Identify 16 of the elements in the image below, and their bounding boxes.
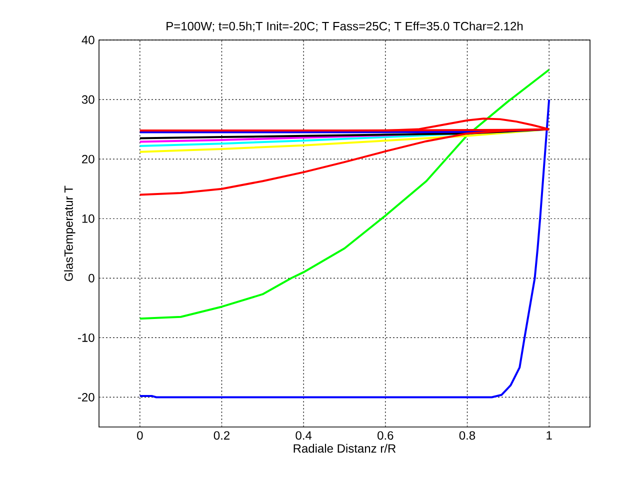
y-axis-title: GlasTemperatur T <box>64 186 76 281</box>
x-axis-title: Radiale Distanz r/R <box>294 444 396 453</box>
x-tick-label: 0.8 <box>459 431 476 440</box>
y-tick-label: -10 <box>78 333 94 342</box>
chart-title: P=100W; t=0.5h;T Init=-20C; T Fass=25C; T Eff=35.0 TChar=2.12h <box>166 22 523 32</box>
x-tick-label: 0.2 <box>214 431 230 440</box>
y-tick-label: 10 <box>82 214 94 223</box>
y-tick-label: 0 <box>88 274 94 282</box>
y-tick-label: 20 <box>82 154 94 164</box>
y-tick-label: 40 <box>82 36 94 44</box>
x-tick-label: 0.6 <box>378 431 394 440</box>
y-tick-label: 30 <box>82 95 94 104</box>
x-tick-label: 1 <box>546 431 552 440</box>
y-tick-label: -20 <box>78 392 94 402</box>
x-tick-label: 0.4 <box>296 431 312 440</box>
x-tick-label: 0 <box>137 431 143 440</box>
